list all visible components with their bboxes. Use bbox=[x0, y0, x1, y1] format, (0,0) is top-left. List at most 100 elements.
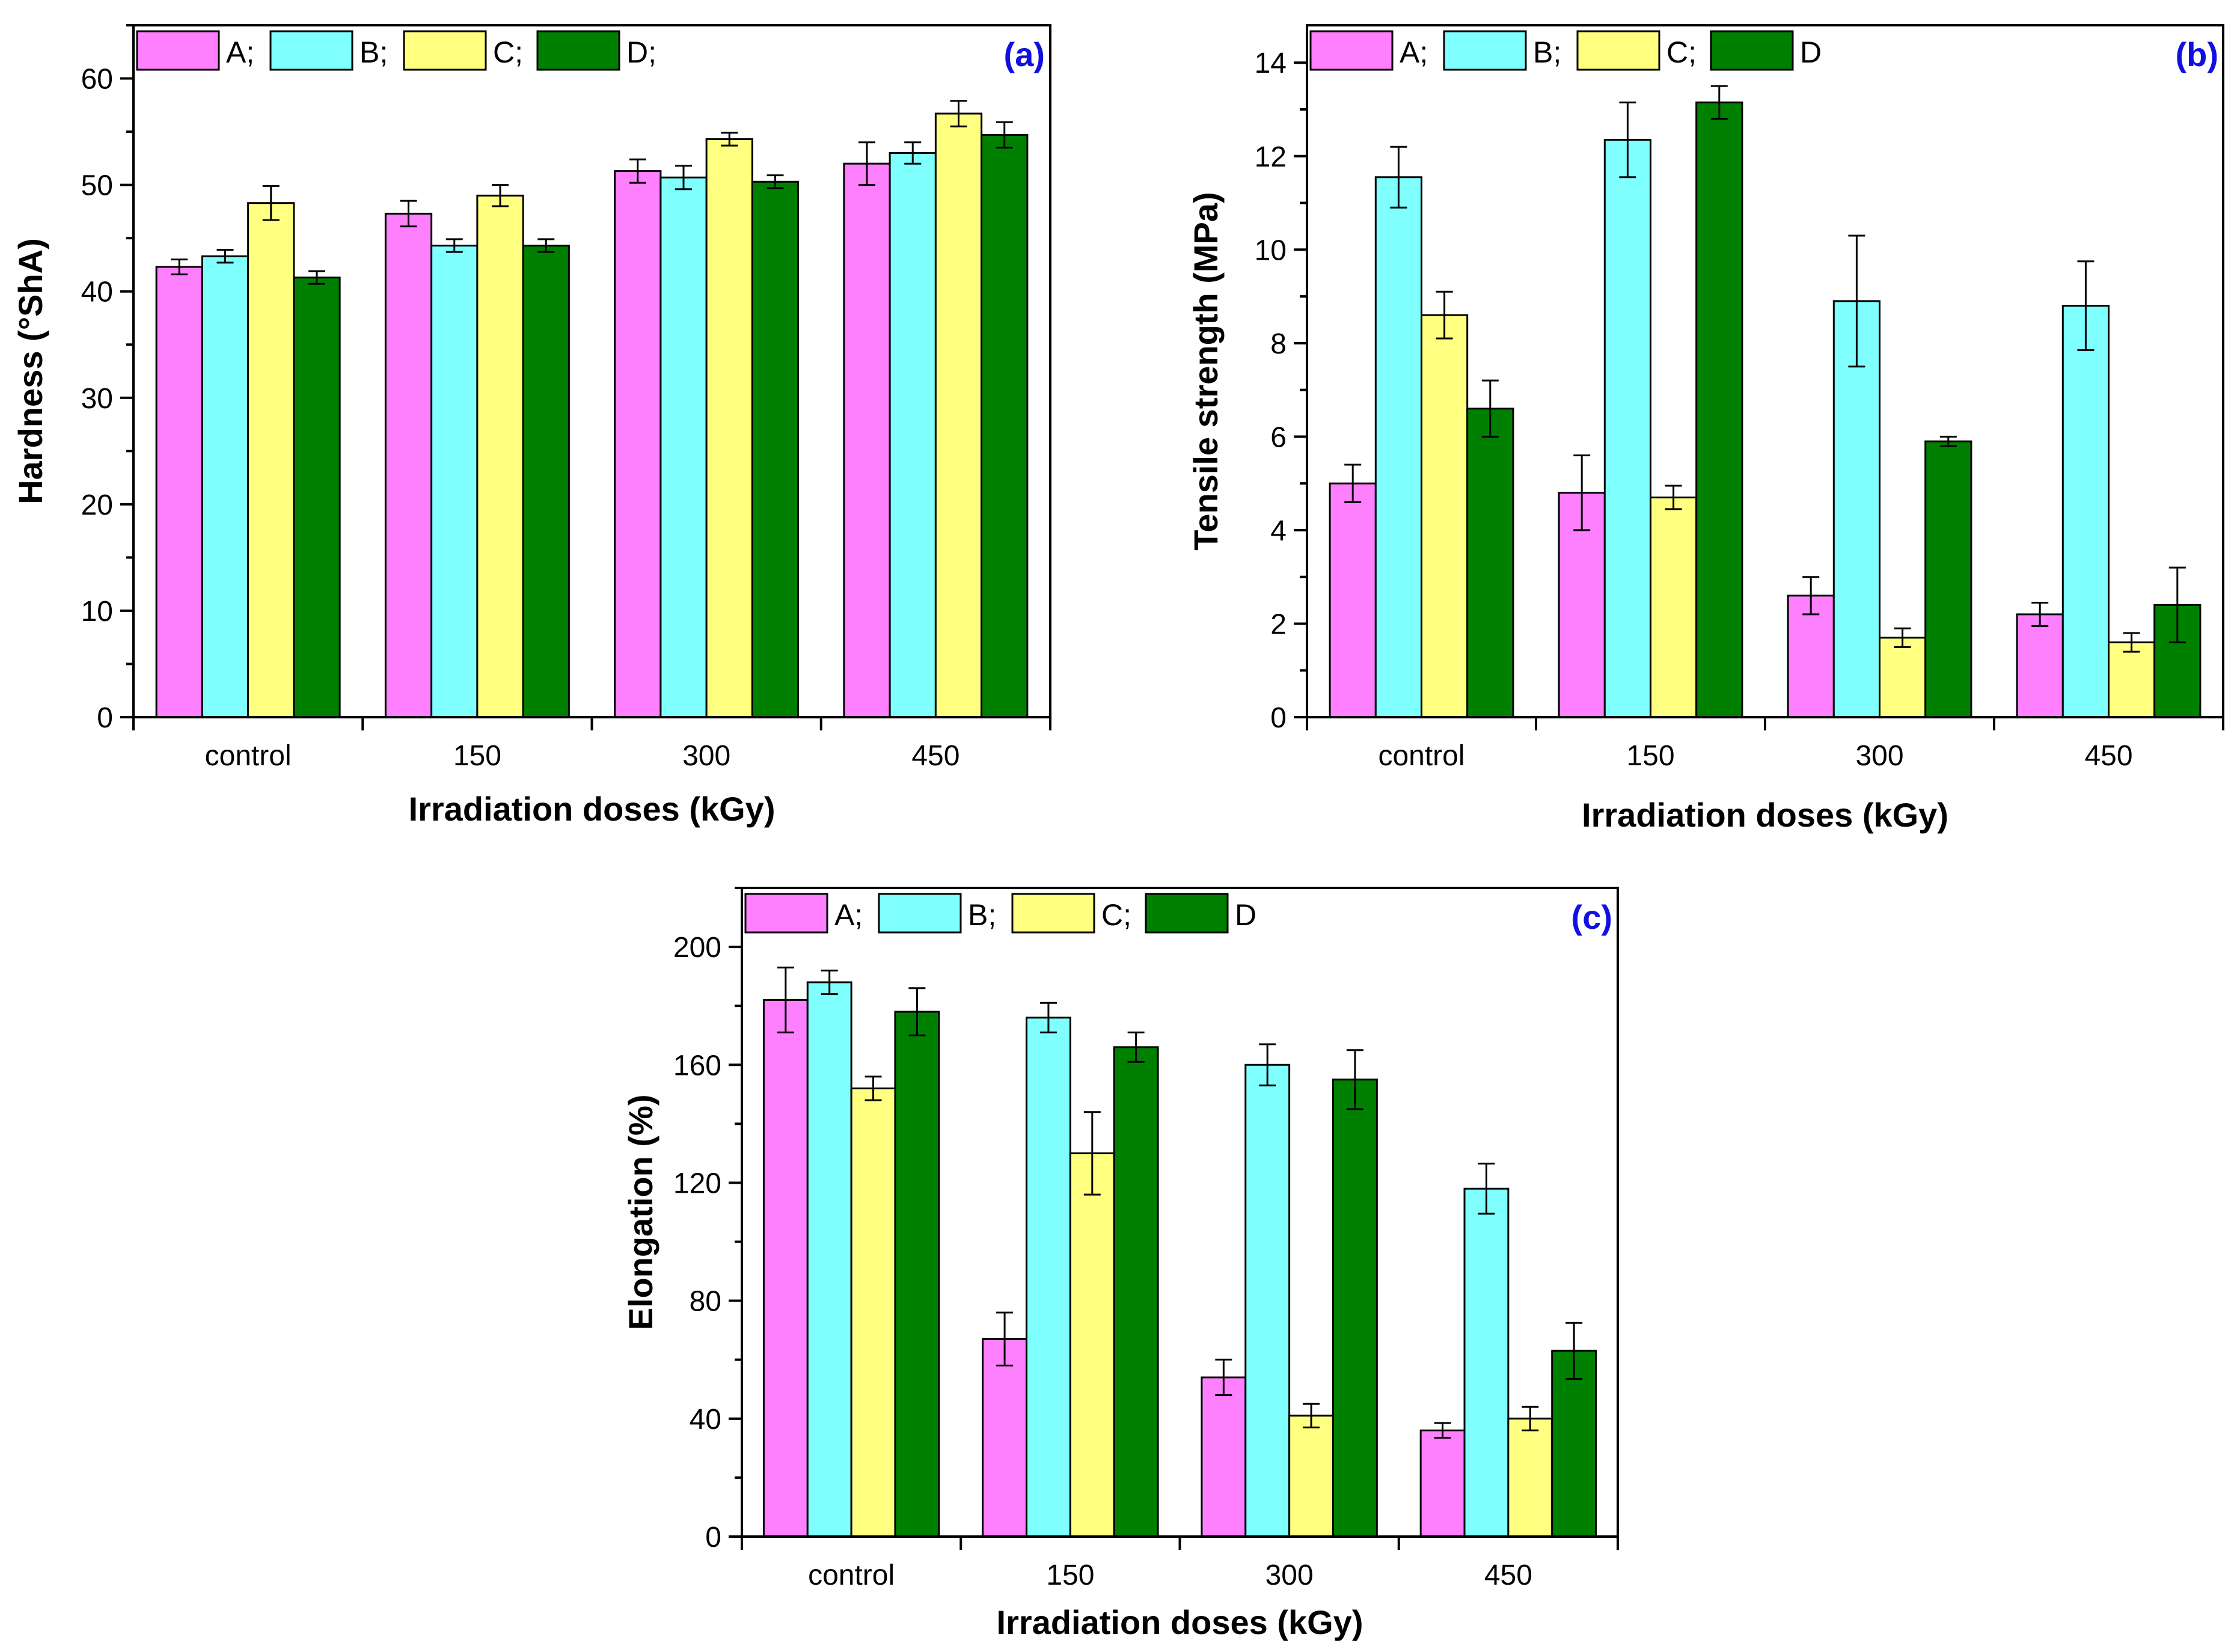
y-tick-label: 4 bbox=[1270, 515, 1287, 547]
bar-b-300 bbox=[1244, 1063, 1291, 1538]
y-tick-label: 6 bbox=[1270, 421, 1287, 453]
legend-label-a: A; bbox=[1400, 35, 1428, 69]
bar-b-300 bbox=[659, 176, 708, 718]
bar-a-150 bbox=[982, 1338, 1028, 1538]
bar-a-150 bbox=[384, 212, 433, 718]
bar-a-450 bbox=[1419, 1429, 1466, 1538]
x-tick-label: 150 bbox=[453, 740, 501, 772]
legend-swatch-b bbox=[878, 893, 962, 934]
bar-b-150 bbox=[430, 245, 479, 718]
bar-b-150 bbox=[1026, 1017, 1071, 1538]
y-tick-label: 80 bbox=[690, 1286, 721, 1318]
legend-label-d: D bbox=[1800, 35, 1822, 69]
bar-c-control bbox=[1421, 314, 1469, 718]
y-tick-label: 8 bbox=[1270, 328, 1287, 360]
y-tick-label: 120 bbox=[673, 1167, 721, 1199]
x-tick-label: 300 bbox=[682, 740, 730, 772]
bar-d-control bbox=[1466, 408, 1514, 718]
x-tick-label: control bbox=[1378, 740, 1464, 772]
bar-b-150 bbox=[1603, 139, 1652, 718]
panel-label: (c) bbox=[1571, 898, 1612, 936]
x-tick-label: 450 bbox=[911, 740, 959, 772]
bar-c-300 bbox=[1879, 637, 1927, 718]
y-tick-label: 10 bbox=[81, 596, 113, 628]
y-tick-label: 2 bbox=[1270, 608, 1287, 640]
legend-label-d: D bbox=[1235, 898, 1256, 932]
y-axis-title: Elongation (%) bbox=[622, 1095, 659, 1330]
x-tick-label: 300 bbox=[1855, 740, 1903, 772]
bar-c-450 bbox=[934, 112, 983, 718]
legend-swatch-a bbox=[136, 30, 220, 71]
x-tick-label: 450 bbox=[1484, 1559, 1532, 1591]
y-tick-label: 12 bbox=[1255, 141, 1287, 173]
chart-panel-c: 0 40 80 120 160 200 control 150 300 450 Irradiatio… bbox=[622, 887, 1619, 1641]
y-tick-label: 0 bbox=[97, 702, 113, 734]
bar-a-control bbox=[762, 999, 809, 1538]
legend-label-b: B; bbox=[968, 898, 996, 932]
y-tick-label: 60 bbox=[81, 64, 113, 96]
bar-d-150 bbox=[1113, 1046, 1159, 1538]
legend-swatch-c bbox=[403, 30, 487, 71]
bar-d-control bbox=[894, 1011, 940, 1538]
legend-label-d: D; bbox=[626, 35, 656, 69]
bar-b-control bbox=[806, 981, 852, 1538]
x-axis-title: Irradiation doses (kGy) bbox=[1582, 796, 1948, 834]
bar-a-300 bbox=[1201, 1376, 1247, 1538]
bar-c-300 bbox=[705, 138, 753, 718]
bar-c-150 bbox=[1650, 496, 1698, 718]
legend-label-c: C; bbox=[493, 35, 523, 69]
bar-d-450 bbox=[1551, 1350, 1597, 1538]
legend-label-b: B; bbox=[360, 35, 388, 69]
x-tick-label: 450 bbox=[2084, 740, 2132, 772]
bar-b-450 bbox=[889, 151, 937, 718]
legend-swatch-a bbox=[1309, 30, 1394, 71]
bar-c-150 bbox=[1069, 1152, 1115, 1538]
chart-panel-a: 0 10 20 30 40 50 60 control 150 300 450 Irradiation… bbox=[11, 24, 1051, 828]
y-tick-label: 40 bbox=[690, 1404, 721, 1436]
x-axis-title: Irradiation doses (kGy) bbox=[409, 790, 776, 828]
x-tick-label: 300 bbox=[1265, 1559, 1314, 1591]
legend-swatch-d bbox=[1145, 893, 1229, 934]
y-tick-label: 10 bbox=[1255, 234, 1287, 266]
bar-d-300 bbox=[1924, 440, 1972, 718]
bar-c-450 bbox=[1507, 1418, 1553, 1538]
panel-label: (a) bbox=[1004, 35, 1045, 73]
y-tick-label: 20 bbox=[81, 489, 113, 521]
bar-b-control bbox=[1374, 176, 1423, 718]
y-axis-title: Hardness (°ShA) bbox=[11, 238, 49, 504]
legend-label-c: C; bbox=[1666, 35, 1697, 69]
bar-a-control bbox=[155, 266, 203, 718]
bar-a-control bbox=[1329, 482, 1377, 718]
bar-a-300 bbox=[1787, 595, 1835, 718]
bar-b-control bbox=[201, 255, 249, 718]
bar-d-150 bbox=[522, 245, 570, 718]
legend-label-b: B; bbox=[1533, 35, 1561, 69]
x-axis-title: Irradiation doses (kGy) bbox=[997, 1603, 1363, 1641]
x-tick-label: 150 bbox=[1626, 740, 1674, 772]
legend-swatch-d bbox=[536, 30, 620, 71]
y-tick-label: 40 bbox=[81, 277, 113, 308]
bar-d-control bbox=[293, 277, 341, 718]
legend-label-a: A; bbox=[226, 35, 254, 69]
panel-label: (b) bbox=[2175, 35, 2218, 73]
legend-swatch-c bbox=[1011, 893, 1095, 934]
legend-swatch-b bbox=[269, 30, 353, 71]
bar-d-450 bbox=[981, 133, 1029, 718]
bar-c-control bbox=[850, 1088, 896, 1538]
legend-swatch-a bbox=[744, 893, 828, 934]
x-tick-label: 150 bbox=[1046, 1559, 1094, 1591]
bar-c-450 bbox=[2108, 641, 2156, 718]
bar-a-450 bbox=[2016, 613, 2064, 718]
legend-swatch-b bbox=[1443, 30, 1527, 71]
x-tick-label: control bbox=[205, 740, 292, 772]
y-tick-label: 50 bbox=[81, 170, 113, 202]
bar-b-450 bbox=[2061, 305, 2110, 718]
y-tick-label: 0 bbox=[705, 1522, 721, 1553]
bar-d-300 bbox=[1332, 1078, 1378, 1538]
y-tick-label: 200 bbox=[673, 932, 721, 964]
legend-label-a: A; bbox=[834, 898, 863, 932]
chart-panel-b: 0 2 4 6 8 10 12 14 control 150 300 450 Irradiation d… bbox=[1187, 24, 2224, 834]
bar-c-control bbox=[247, 202, 295, 718]
y-tick-label: 0 bbox=[1270, 702, 1287, 734]
